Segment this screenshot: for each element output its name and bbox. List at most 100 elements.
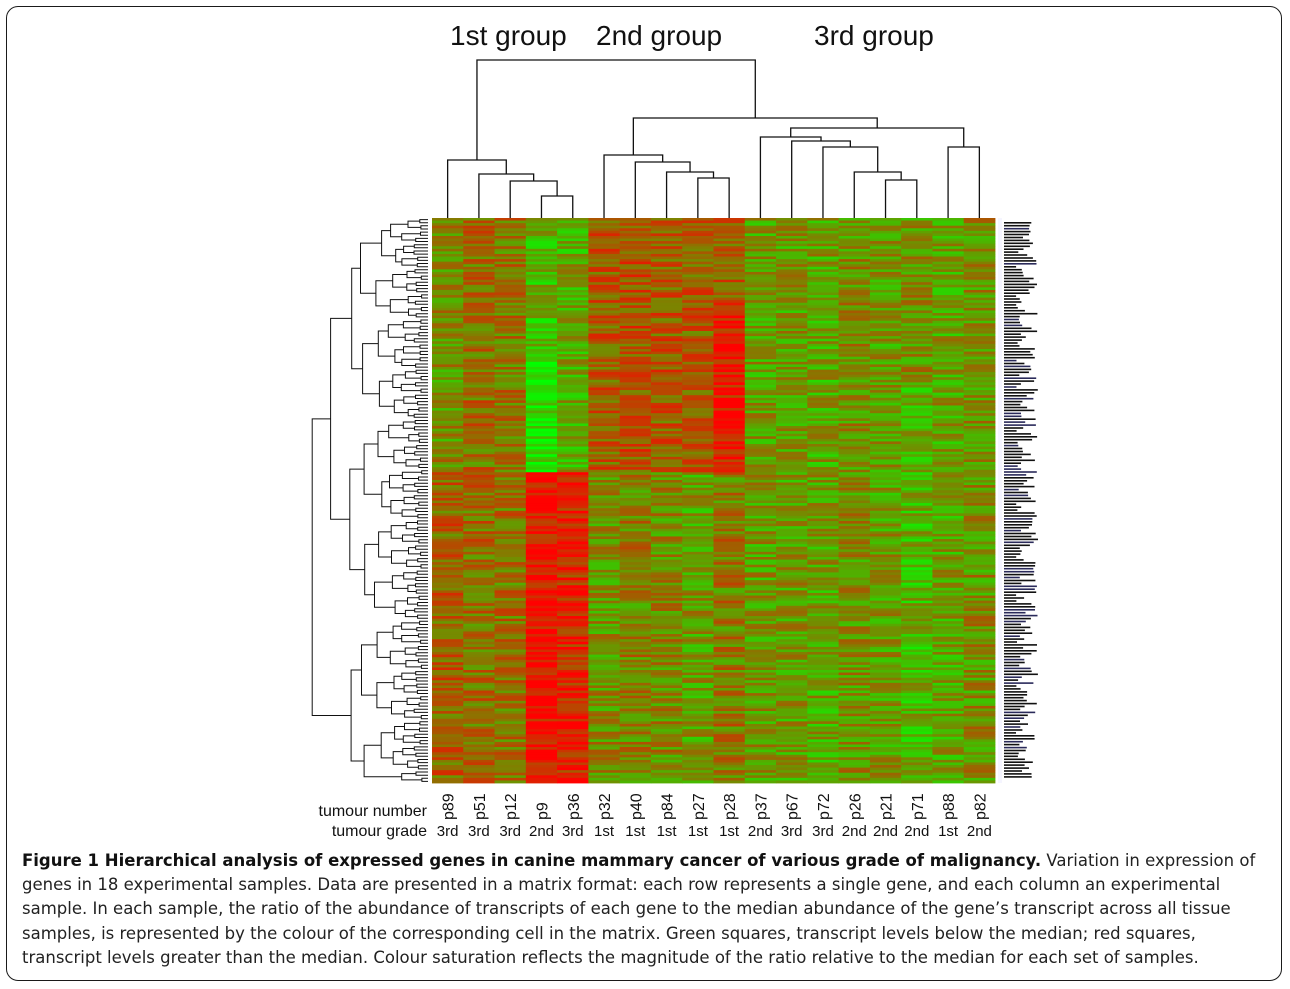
row-dendrogram-link bbox=[414, 300, 428, 305]
heatmap-cell bbox=[463, 700, 495, 704]
heatmap-cell bbox=[463, 626, 495, 630]
heatmap-cell bbox=[588, 446, 621, 450]
heatmap-cell bbox=[525, 408, 558, 412]
heatmap-cell bbox=[619, 675, 652, 679]
heatmap-cell bbox=[776, 618, 808, 622]
heatmap-cell bbox=[588, 305, 621, 309]
heatmap-cell bbox=[744, 408, 777, 412]
heatmap-cell bbox=[494, 223, 527, 227]
heatmap-cell bbox=[838, 572, 871, 576]
heatmap-cell bbox=[869, 369, 902, 373]
heatmap-cell bbox=[932, 384, 965, 388]
gene-label bbox=[1004, 553, 1021, 555]
heatmap-cell bbox=[494, 500, 527, 504]
heatmap-cell bbox=[650, 356, 683, 360]
heatmap-cell bbox=[463, 675, 495, 679]
heatmap-cell bbox=[807, 623, 840, 627]
heatmap-cell bbox=[650, 662, 683, 666]
gene-label bbox=[1004, 617, 1031, 620]
heatmap-cell bbox=[713, 600, 746, 604]
heatmap-cell bbox=[713, 256, 746, 260]
heatmap-cell bbox=[776, 251, 808, 255]
heatmap-cell bbox=[963, 456, 996, 460]
row-dendrogram-link bbox=[404, 722, 420, 731]
heatmap-cell bbox=[901, 670, 933, 673]
heatmap-cell bbox=[963, 328, 996, 332]
sample-label: p27 bbox=[691, 793, 708, 820]
heatmap-cell bbox=[807, 700, 840, 704]
heatmap-cell bbox=[807, 351, 840, 355]
heatmap-cell bbox=[463, 397, 495, 401]
heatmap-cell bbox=[807, 616, 840, 620]
heatmap-cell bbox=[932, 235, 965, 239]
heatmap-cell bbox=[619, 243, 652, 247]
heatmap-cell bbox=[650, 551, 683, 555]
heatmap-cell bbox=[588, 772, 621, 776]
gene-label bbox=[1004, 773, 1032, 775]
heatmap-cell bbox=[869, 374, 902, 378]
heatmap-cell bbox=[494, 741, 527, 745]
heatmap-cell bbox=[557, 587, 589, 591]
heatmap-cell bbox=[619, 682, 652, 686]
heatmap-cell bbox=[932, 248, 965, 252]
heatmap-cell bbox=[619, 259, 652, 263]
heatmap-cell bbox=[807, 220, 840, 224]
heatmap-cell bbox=[776, 253, 808, 257]
heatmap-cell bbox=[838, 618, 871, 622]
heatmap-cell bbox=[463, 667, 495, 671]
heatmap-cell bbox=[932, 338, 965, 342]
heatmap-cell bbox=[744, 313, 777, 316]
heatmap-cell bbox=[432, 464, 464, 468]
heatmap-cell bbox=[932, 708, 965, 712]
heatmap-cell bbox=[432, 592, 464, 596]
heatmap-cell bbox=[901, 662, 933, 666]
heatmap-cell bbox=[869, 765, 902, 768]
heatmap-cell bbox=[963, 551, 996, 555]
heatmap-cell bbox=[807, 248, 840, 252]
heatmap-cell bbox=[776, 336, 808, 340]
heatmap-cell bbox=[744, 477, 777, 481]
heatmap-cell bbox=[963, 428, 996, 432]
heatmap-cell bbox=[713, 590, 746, 594]
heatmap-cell bbox=[432, 392, 464, 396]
heatmap-cell bbox=[619, 325, 652, 329]
heatmap-cell bbox=[869, 305, 902, 309]
heatmap-cell bbox=[869, 646, 902, 650]
heatmap-cell bbox=[776, 657, 808, 661]
heatmap-cell bbox=[432, 508, 464, 512]
heatmap-cell bbox=[869, 487, 902, 491]
heatmap-cell bbox=[713, 557, 746, 560]
heatmap-cell bbox=[963, 243, 996, 247]
heatmap-cell bbox=[588, 718, 621, 722]
heatmap-cell bbox=[932, 531, 965, 535]
heatmap-cell bbox=[932, 518, 965, 522]
heatmap-cell bbox=[901, 523, 933, 527]
heatmap-cell bbox=[557, 521, 589, 525]
heatmap-cell bbox=[963, 526, 996, 530]
heatmap-cell bbox=[682, 284, 714, 288]
heatmap-cell bbox=[713, 626, 746, 630]
heatmap-cell bbox=[525, 387, 558, 391]
heatmap-cell bbox=[963, 582, 996, 586]
heatmap-cell bbox=[682, 390, 714, 394]
heatmap-cell bbox=[588, 287, 621, 291]
heatmap-cell bbox=[932, 472, 965, 476]
heatmap-cell bbox=[838, 636, 871, 640]
heatmap-cell bbox=[525, 495, 558, 499]
heatmap-cell bbox=[494, 744, 527, 748]
gene-label bbox=[1004, 257, 1033, 259]
heatmap-cell bbox=[432, 664, 464, 668]
heatmap-cell bbox=[682, 441, 714, 445]
heatmap-cell bbox=[807, 711, 840, 715]
heatmap-cell bbox=[744, 616, 777, 620]
heatmap-cell bbox=[557, 336, 589, 340]
heatmap-cell bbox=[838, 420, 871, 424]
heatmap-cell bbox=[776, 354, 808, 358]
heatmap-cell bbox=[744, 338, 777, 342]
heatmap-cell bbox=[713, 646, 746, 650]
heatmap-cell bbox=[932, 539, 965, 542]
heatmap-cell bbox=[963, 523, 996, 527]
heatmap-cell bbox=[682, 431, 714, 435]
heatmap-cell bbox=[744, 780, 777, 784]
heatmap-cell bbox=[901, 485, 933, 489]
